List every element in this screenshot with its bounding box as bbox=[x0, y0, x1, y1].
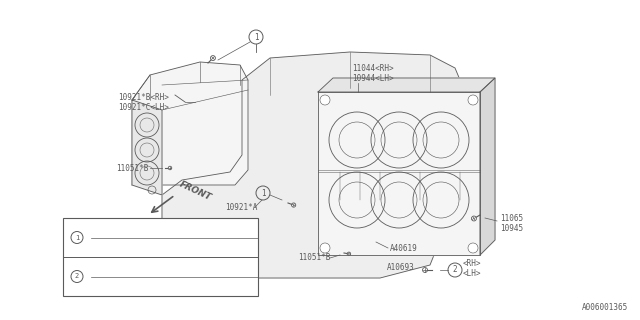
Text: 11051*B: 11051*B bbox=[116, 164, 148, 172]
Text: 10921*B<RH>: 10921*B<RH> bbox=[118, 92, 169, 101]
Text: 11065: 11065 bbox=[500, 213, 523, 222]
Text: 11044<RH>: 11044<RH> bbox=[352, 63, 394, 73]
Text: 1: 1 bbox=[75, 235, 79, 241]
Bar bbox=[63, 218, 258, 296]
Text: 2: 2 bbox=[452, 266, 458, 275]
Text: 10921*C<LH>: 10921*C<LH> bbox=[118, 102, 169, 111]
Text: 1: 1 bbox=[260, 188, 266, 197]
Polygon shape bbox=[132, 100, 162, 195]
Text: <RH>: <RH> bbox=[463, 260, 481, 268]
Polygon shape bbox=[318, 92, 480, 255]
Text: J20602 ('15MY1409-): J20602 ('15MY1409-) bbox=[95, 244, 178, 251]
Text: 11051*B: 11051*B bbox=[298, 253, 330, 262]
Text: FRONT: FRONT bbox=[178, 180, 213, 202]
Text: 10921*A: 10921*A bbox=[225, 203, 257, 212]
Circle shape bbox=[292, 203, 296, 207]
Text: A006001365: A006001365 bbox=[582, 303, 628, 312]
Text: 10944<LH>: 10944<LH> bbox=[352, 74, 394, 83]
Circle shape bbox=[320, 95, 330, 105]
Text: <LH>: <LH> bbox=[463, 269, 481, 278]
Circle shape bbox=[168, 166, 172, 170]
Polygon shape bbox=[132, 62, 248, 185]
Circle shape bbox=[468, 243, 478, 253]
Text: 0104S*A (-'15MY1409): 0104S*A (-'15MY1409) bbox=[95, 225, 182, 231]
Text: A10693: A10693 bbox=[387, 263, 415, 273]
Text: A40619: A40619 bbox=[390, 244, 418, 252]
Text: J20604 ('15MY1409-): J20604 ('15MY1409-) bbox=[95, 283, 178, 290]
Text: 2: 2 bbox=[75, 274, 79, 279]
Text: 0104S*B (-'15MY1409): 0104S*B (-'15MY1409) bbox=[95, 263, 182, 270]
Polygon shape bbox=[162, 52, 460, 278]
Polygon shape bbox=[318, 78, 495, 92]
Circle shape bbox=[472, 216, 476, 221]
Circle shape bbox=[320, 243, 330, 253]
Polygon shape bbox=[480, 78, 495, 255]
Circle shape bbox=[468, 95, 478, 105]
Circle shape bbox=[422, 268, 428, 272]
Text: 1: 1 bbox=[253, 33, 259, 42]
Circle shape bbox=[347, 252, 351, 256]
Circle shape bbox=[211, 56, 216, 60]
Text: 10945: 10945 bbox=[500, 223, 523, 233]
